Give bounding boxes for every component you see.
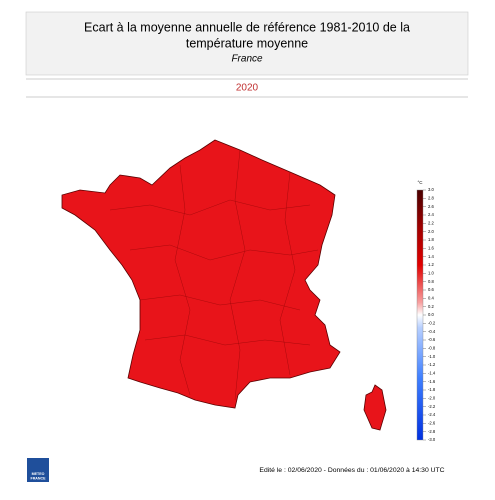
colorbar-tick-label: 3.0 [428, 187, 434, 192]
colorbar-tick-label: 0.8 [428, 279, 434, 284]
logo-text: METEO [32, 472, 45, 476]
map [61, 139, 387, 431]
colorbar-tick-label: 0.0 [428, 312, 434, 317]
colorbar-tick-label: 1.2 [428, 262, 434, 267]
colorbar-unit: °C [417, 180, 423, 185]
header-box [25, 11, 469, 76]
footer: Edité le : 02/06/2020 - Données du : 01/… [259, 467, 444, 474]
title: Ecart à la moyenne annuelle de référence… [84, 20, 410, 34]
colorbar-tick-label: -0.6 [428, 337, 436, 342]
colorbar-tick-label: -3.0 [428, 437, 436, 442]
colorbar-tick-label: 2.8 [428, 195, 434, 200]
subtitle: France [231, 54, 263, 65]
colorbar-tick-label: -1.6 [428, 379, 436, 384]
france-mainland [61, 139, 341, 409]
title: température moyenne [186, 36, 308, 50]
colorbar-tick-label: -0.4 [428, 329, 436, 334]
colorbar-tick-label: 0.6 [428, 287, 434, 292]
period: 2020 [236, 83, 259, 94]
colorbar-tick-label: 2.6 [428, 204, 434, 209]
colorbar-tick-label: -2.0 [428, 395, 436, 400]
colorbar-tick-label: 0.4 [428, 295, 434, 300]
colorbar-tick-label: -2.8 [428, 429, 436, 434]
colorbar-tick-label: 1.6 [428, 245, 434, 250]
logo [27, 458, 49, 482]
colorbar-tick-label: -2.4 [428, 412, 436, 417]
colorbar-tick-label: 1.0 [428, 270, 434, 275]
colorbar: °C 3.0 2.8 2.6 2.4 2.2 2.0 1.8 1.6 1.4 1.2 1.0 0.8 0… [416, 180, 436, 442]
colorbar-tick-label: -0.2 [428, 320, 436, 325]
colorbar-gradient [416, 189, 424, 441]
colorbar-tick-label: -0.8 [428, 345, 436, 350]
colorbar-tick-label: 2.4 [428, 212, 434, 217]
corsica [363, 384, 387, 431]
colorbar-tick-label: -1.0 [428, 354, 436, 359]
colorbar-tick-label: 2.2 [428, 220, 434, 225]
logo-text: FRANCE [31, 476, 47, 480]
colorbar-tick-label: -1.2 [428, 362, 436, 367]
colorbar-tick-label: -2.6 [428, 420, 436, 425]
colorbar-tick-label: -1.8 [428, 387, 436, 392]
colorbar-tick-label: -1.4 [428, 370, 436, 375]
colorbar-tick-label: -2.2 [428, 404, 436, 409]
colorbar-tick-label: 1.4 [428, 254, 434, 259]
colorbar-tick-label: 1.8 [428, 237, 434, 242]
colorbar-tick-label: 0.2 [428, 304, 434, 309]
colorbar-tick-label: 2.0 [428, 229, 434, 234]
